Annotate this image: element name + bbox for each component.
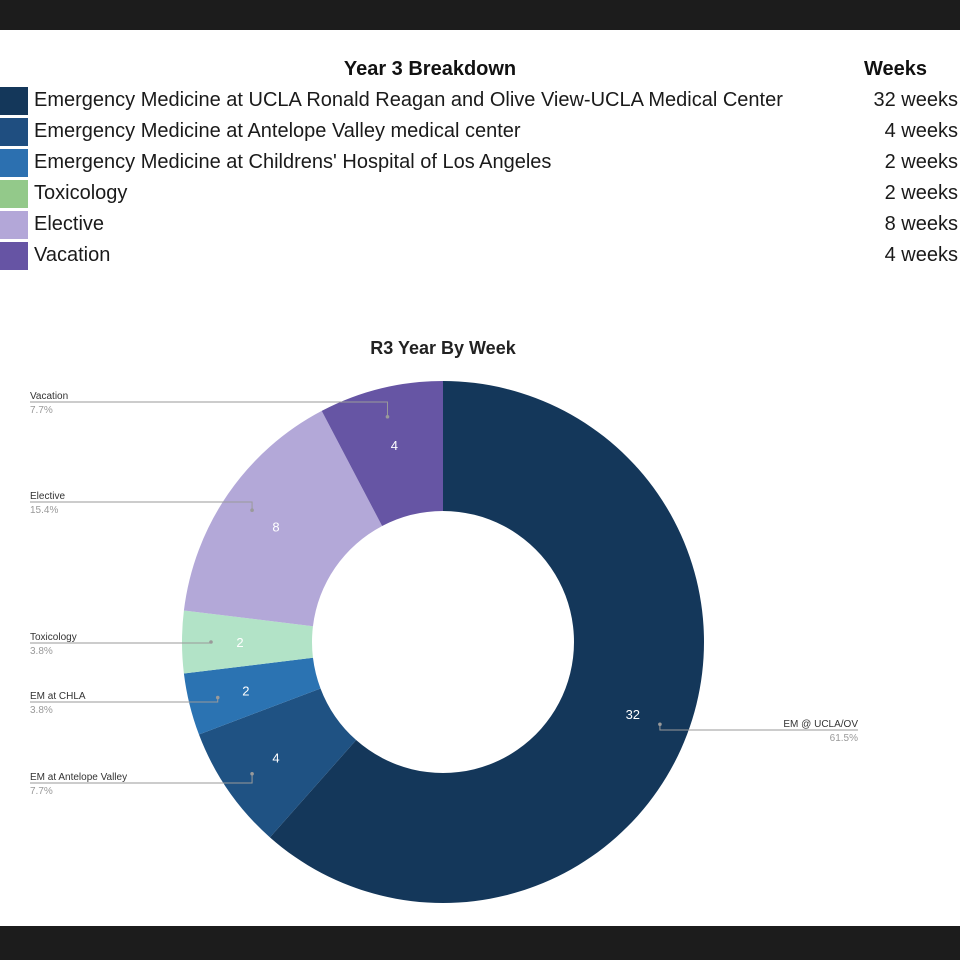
rotation-weeks: 4 weeks (884, 120, 958, 142)
rotation-weeks: 32 weeks (873, 89, 959, 111)
slice-percent-label: 15.4% (30, 505, 58, 516)
breakdown-row: Emergency Medicine at UCLA Ronald Reagan… (0, 86, 960, 117)
slice-value-label: 4 (391, 438, 398, 453)
weeks-column-header: Weeks (864, 58, 928, 80)
leader-dot (385, 414, 390, 419)
leader-dot (215, 695, 220, 700)
leader-dot (209, 640, 213, 644)
chart-title: R3 Year By Week (370, 338, 516, 358)
slice-value-label: 4 (272, 750, 279, 765)
slice-name-label: EM at CHLA (30, 691, 86, 702)
breakdown-row: Elective 8 weeks (0, 210, 960, 241)
color-swatch (0, 149, 28, 177)
slice-name-label: Vacation (30, 391, 68, 402)
color-swatch (0, 118, 28, 146)
slice-percent-label: 61.5% (830, 733, 858, 744)
breakdown-row: Emergency Medicine at Antelope Valley me… (0, 117, 960, 148)
leader-line (30, 773, 253, 784)
color-swatch (0, 242, 28, 270)
slice-value-label: 8 (272, 520, 279, 535)
donut-slice (321, 381, 443, 527)
slice-percent-label: 3.8% (30, 646, 53, 657)
top-letterbox-bar (0, 0, 960, 30)
leader-line (30, 401, 388, 417)
rotation-weeks: 4 weeks (884, 244, 958, 266)
donut-slice (183, 410, 383, 627)
rotation-label: Toxicology (34, 182, 128, 204)
leader-dot (658, 722, 662, 727)
breakdown-row: Vacation 4 weeks (0, 241, 960, 272)
slice-value-label: 32 (626, 707, 640, 722)
rotation-weeks: 2 weeks (884, 182, 958, 204)
slice-percent-label: 7.7% (30, 786, 53, 797)
slice-name-label: Elective (30, 491, 65, 502)
color-swatch (0, 180, 28, 208)
slice-name-label: EM @ UCLA/OV (783, 719, 858, 730)
breakdown-row: Emergency Medicine at Childrens' Hospita… (0, 148, 960, 179)
color-swatch (0, 87, 28, 115)
rotation-weeks: 2 weeks (884, 151, 958, 173)
rotation-label: Vacation (34, 244, 111, 266)
rotation-label: Emergency Medicine at Antelope Valley me… (34, 120, 521, 142)
leader-dot (250, 771, 254, 776)
leader-line (659, 724, 858, 731)
donut-chart: 32 EM @ UCLA/OV 61.5% 4 EM at Antelope Valle… (30, 381, 858, 903)
slide: Year 3 Breakdown Weeks Emergency Medicin… (0, 30, 960, 926)
slice-value-label: 2 (236, 635, 243, 650)
leader-line (30, 501, 253, 511)
rotation-label: Elective (34, 213, 105, 235)
color-swatch (0, 211, 28, 239)
leader-dot (250, 508, 254, 513)
donut-slice (181, 610, 313, 674)
donut-slice (269, 381, 704, 903)
slice-name-label: EM at Antelope Valley (30, 772, 127, 783)
slice-value-label: 2 (242, 684, 249, 699)
bottom-letterbox-bar (0, 926, 960, 960)
rotation-label: Emergency Medicine at UCLA Ronald Reagan… (34, 89, 783, 111)
donut-slice (198, 688, 357, 838)
breakdown-row: Toxicology 2 weeks (0, 179, 960, 210)
breakdown-title: Year 3 Breakdown (343, 58, 517, 80)
slice-percent-label: 7.7% (30, 405, 53, 416)
slice-name-label: Toxicology (30, 632, 77, 643)
rotation-label: Emergency Medicine at Childrens' Hospita… (34, 151, 552, 173)
rotation-weeks: 8 weeks (884, 213, 958, 235)
slice-percent-label: 3.8% (30, 705, 53, 716)
donut-slice (183, 657, 321, 735)
